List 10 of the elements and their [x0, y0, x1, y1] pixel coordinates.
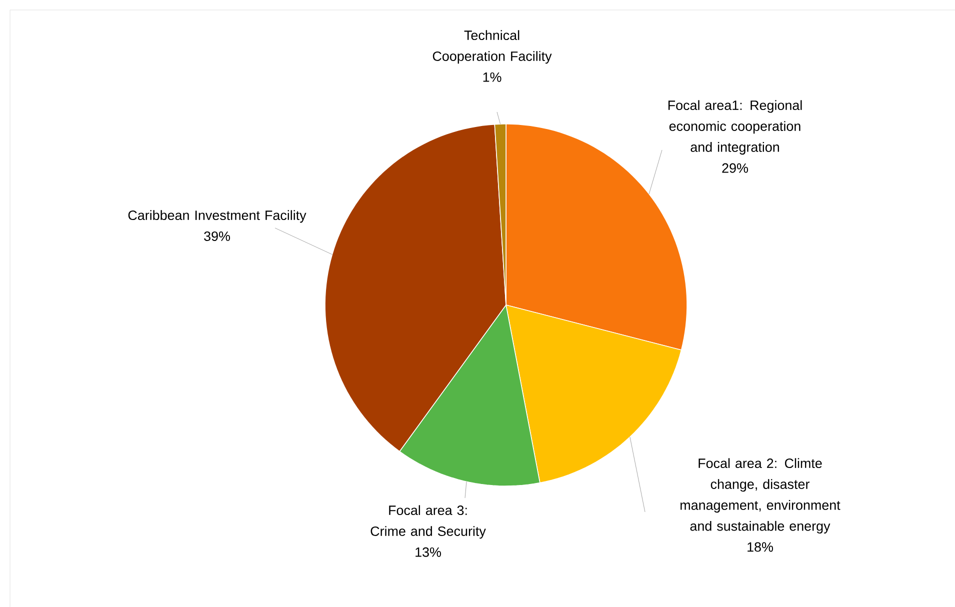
slice-label: Technical Cooperation Facility: [432, 30, 552, 64]
data-label: 39%: [204, 231, 230, 241]
data-label: 13%: [416, 547, 441, 557]
slice-label: Caribbean Investment Facility: [128, 210, 306, 223]
slice-label: Focal area 3: Crime and Security: [370, 505, 486, 539]
data-label: 1%: [483, 72, 502, 82]
data-label: 29%: [722, 163, 748, 173]
slice-label: Focal area1: Regional economic cooperation and integration: [668, 100, 802, 155]
data-label: 18%: [748, 542, 773, 552]
slice-label: Focal area 2: Climte change, disaster management, environment and sustainable energy: [680, 458, 840, 534]
